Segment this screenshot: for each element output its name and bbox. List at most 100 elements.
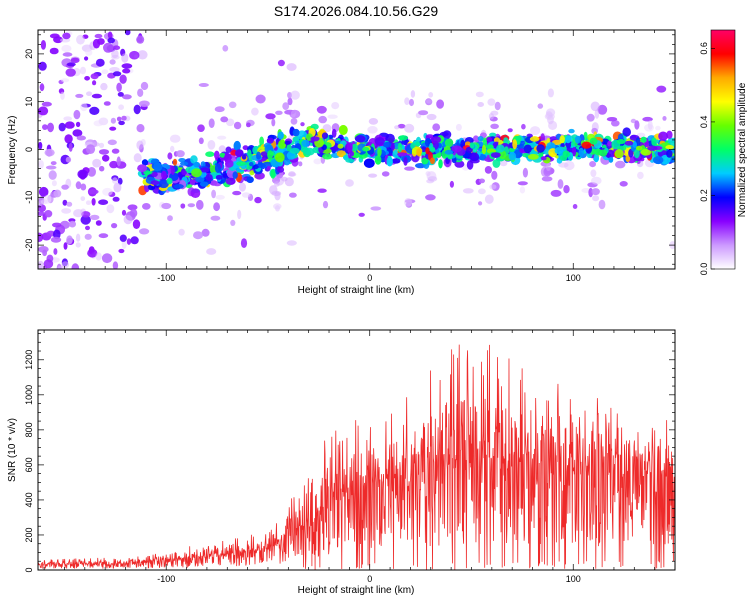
spectrogram-cell: [134, 54, 139, 59]
spectrogram-cell: [189, 179, 196, 186]
spectrogram-cell: [562, 150, 570, 158]
spectrogram-cell: [614, 149, 624, 159]
y-tick-label: 20: [24, 49, 34, 59]
spectrogram-cell: [394, 125, 400, 130]
spectrogram-cell: [273, 203, 282, 210]
spectrogram-cell: [282, 102, 290, 110]
spectrogram-cell: [637, 171, 644, 180]
spectrogram-cell: [38, 61, 47, 71]
spectrogram-cell: [90, 73, 99, 80]
spectrogram-cell: [251, 107, 259, 116]
spectrogram-cell: [489, 132, 497, 138]
spectrogram-cell: [487, 98, 496, 106]
spectrogram-cell: [530, 126, 541, 136]
spectrogram-cell: [75, 233, 81, 242]
spectrogram-cell: [232, 171, 238, 179]
spectrogram-cell: [235, 149, 244, 158]
y-tick-label: 600: [24, 457, 34, 472]
spectrogram-cell: [91, 142, 100, 147]
spectrogram-cell: [132, 219, 141, 229]
spectrogram-cell: [662, 116, 667, 121]
spectrogram-cell: [653, 156, 664, 165]
spectrogram-cell: [290, 90, 300, 100]
spectrogram-cell: [73, 209, 84, 218]
spectrogram-cell: [170, 165, 175, 175]
spectrogram-cell: [547, 88, 555, 98]
spectrogram-cell: [87, 248, 98, 258]
spectrogram-cell: [529, 136, 540, 142]
spectrogram-cell: [403, 156, 408, 166]
spectrogram-cell: [589, 137, 598, 145]
spectrogram-cell: [50, 236, 62, 243]
spectrogram-cell: [354, 135, 366, 143]
spectrogram-cell: [558, 162, 569, 168]
spectrogram-cell: [485, 144, 494, 150]
spectrogram-cell: [594, 109, 600, 119]
spectrogram-cell: [266, 137, 274, 144]
spectrogram-cell: [102, 154, 110, 162]
spectrogram-cell: [70, 57, 80, 63]
spectrogram-cell: [180, 161, 189, 166]
spectrogram-cell: [111, 223, 118, 229]
spectrogram-cell: [230, 219, 236, 226]
spectrogram-cell: [444, 138, 454, 148]
spectrogram-cell: [107, 139, 117, 146]
spectrogram-cell: [540, 133, 545, 143]
spectrogram-cell: [75, 242, 81, 248]
spectrogram-cell: [449, 180, 454, 188]
spectrogram-cell: [85, 200, 92, 205]
spectrogram-cell: [40, 40, 47, 50]
spectrogram-cell: [91, 198, 96, 206]
spectrogram-cell: [536, 144, 545, 153]
spectrogram-cell: [80, 66, 86, 75]
spectrogram-cell: [611, 120, 620, 127]
spectrogram-cell: [421, 157, 429, 165]
spectrogram-cell: [57, 265, 65, 269]
spectrogram-cell: [256, 151, 262, 160]
spectrogram-cell: [133, 104, 141, 115]
spectrogram-cell: [143, 170, 151, 175]
spectrogram-cell: [349, 151, 354, 157]
spectrogram-cell: [112, 177, 118, 184]
spectrogram-cell: [133, 153, 142, 163]
spectrogram-y-label: Frequency (Hz): [7, 116, 18, 185]
spectrogram-cell: [390, 142, 395, 151]
spectrogram-cell: [88, 189, 99, 195]
spectrogram-cell: [140, 81, 149, 91]
spectrogram-cell: [289, 192, 297, 198]
y-tick-label: 400: [24, 492, 34, 507]
spectrogram-cell: [274, 191, 281, 201]
spectrogram-cell: [517, 181, 528, 186]
spectrogram-cell: [300, 145, 308, 153]
spectrogram-cell: [336, 150, 346, 158]
spectrogram-cell: [64, 134, 73, 144]
spectrogram-cell: [322, 124, 332, 133]
spectrogram-cell: [590, 169, 597, 178]
spectrogram-cell: [310, 136, 320, 142]
spectrogram-cell: [438, 159, 443, 169]
spectrogram-cell: [53, 248, 58, 255]
spectrogram-cell: [136, 140, 144, 150]
spectrogram-cell: [170, 145, 175, 152]
spectrogram-cell: [240, 238, 248, 249]
spectrogram-cell: [622, 127, 631, 137]
spectrogram-cell: [515, 135, 522, 142]
spectrogram-cell: [80, 215, 91, 225]
spectrogram-cell: [176, 150, 185, 158]
spectrogram-cell: [432, 123, 441, 131]
spectrogram-cell: [274, 181, 280, 187]
spectrogram-cell: [540, 156, 547, 161]
spectrogram-cell: [109, 59, 116, 65]
spectrogram-cell: [415, 141, 421, 147]
spectrogram-cell: [606, 117, 618, 122]
spectrogram-cell: [197, 124, 205, 132]
spectrogram-cell: [112, 71, 122, 77]
spectrogram-cell: [490, 123, 499, 129]
spectrogram-cell: [572, 146, 577, 157]
spectrogram-cell: [38, 160, 44, 169]
spectrogram-cell: [563, 185, 570, 194]
spectrogram-cell: [38, 260, 44, 269]
spectrogram-cell: [519, 148, 525, 154]
spectrogram-cell: [632, 141, 637, 148]
